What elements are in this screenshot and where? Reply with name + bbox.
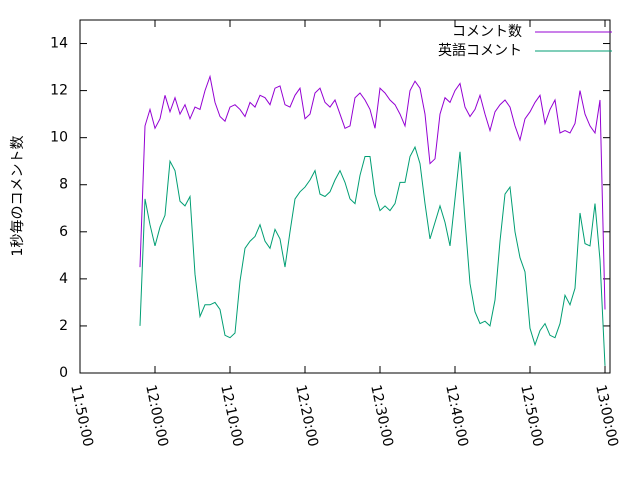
y-tick-label: 4 bbox=[59, 271, 68, 287]
y-axis-label: 1秒毎のコメント数 bbox=[10, 136, 26, 257]
y-tick-label: 14 bbox=[50, 36, 68, 52]
data-line bbox=[139, 74, 606, 310]
y-tick-label: 10 bbox=[50, 130, 68, 146]
legend-label: コメント数 bbox=[452, 24, 522, 40]
plot-frame bbox=[79, 19, 611, 374]
y-tick-label: 8 bbox=[59, 177, 68, 193]
y-tick-label: 2 bbox=[59, 318, 68, 334]
x-tick-label: 12:20:00 bbox=[292, 383, 321, 448]
y-tick-label: 12 bbox=[50, 83, 68, 99]
x-tick-label: 12:40:00 bbox=[442, 383, 471, 448]
x-tick-label: 12:00:00 bbox=[142, 383, 171, 448]
x-tick-label: 12:30:00 bbox=[367, 383, 396, 448]
x-tick-label: 13:00:00 bbox=[592, 383, 621, 448]
legend-label: 英語コメント bbox=[438, 42, 522, 59]
x-tick-label: 12:10:00 bbox=[217, 383, 246, 448]
x-tick-label: 11:50:00 bbox=[67, 383, 96, 448]
data-line bbox=[139, 145, 606, 366]
y-tick-label: 0 bbox=[59, 365, 68, 381]
y-tick-label: 6 bbox=[59, 224, 68, 240]
x-tick-label: 12:50:00 bbox=[517, 383, 546, 448]
